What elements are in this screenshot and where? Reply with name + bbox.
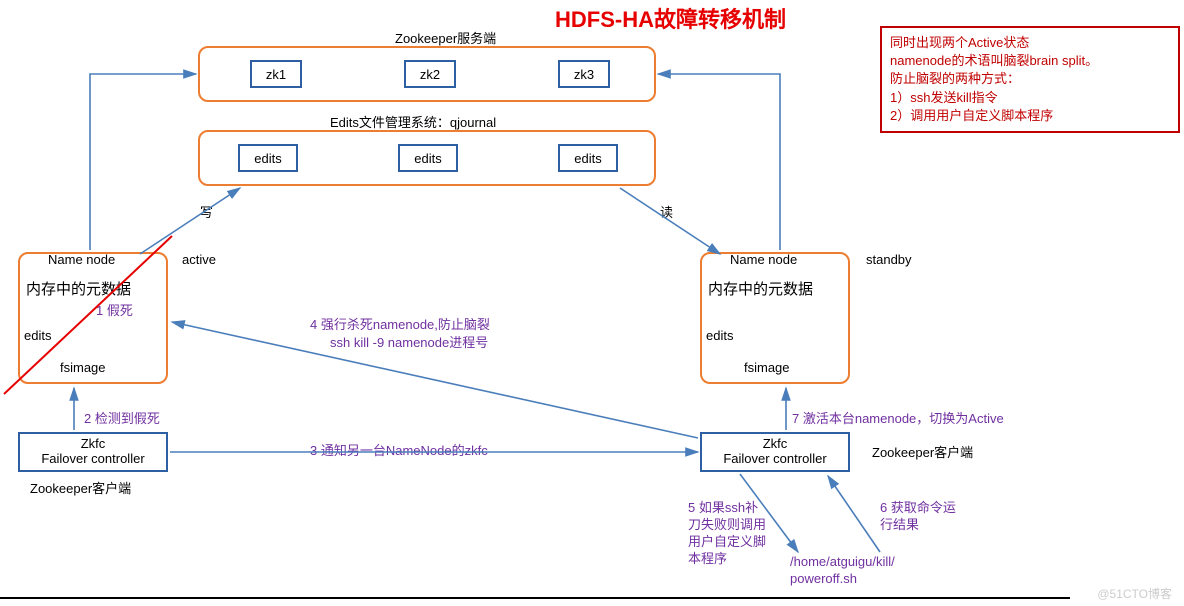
zkfc-line2: Failover controller [702,451,848,466]
step2-label: 2 检测到假死 [84,408,160,427]
edits-node: edits [398,144,458,172]
note-line: 同时出现两个Active状态 [890,34,1170,52]
script-path: /home/atguigu/kill/ poweroff.sh [790,554,895,588]
zkfc-line2: Failover controller [20,451,166,466]
step6-label: 6 获取命令运 行结果 [880,500,956,534]
step5-label: 5 如果ssh补 刀失败则调用 用户自定义脚 本程序 [688,500,766,568]
read-label: 读 [660,202,673,221]
edits-title: Edits文件管理系统：qjournal [330,112,496,131]
zk-client-right: Zookeeper客户端 [872,442,973,461]
note-line: 2）调用用户自定义脚本程序 [890,107,1170,125]
main-title: HDFS-HA故障转移机制 [555,2,786,34]
zkfc-line1: Zkfc [20,436,166,451]
write-label: 写 [200,202,213,221]
diagram-stage: { "title":"HDFS-HA故障转移机制", "zookeeper_ti… [0,0,1184,606]
nn-meta-left: 内存中的元数据 [26,278,131,299]
note-line: namenode的术语叫脑裂brain split。 [890,52,1170,70]
note-line: 1）ssh发送kill指令 [890,89,1170,107]
watermark: @51CTO博客 [1097,585,1172,602]
zkfc-left-box: Zkfc Failover controller [18,432,168,472]
active-label: active [182,252,216,267]
step1-label: 1 假死 [96,300,133,319]
nn-edits-right: edits [706,328,733,343]
zookeeper-title: Zookeeper服务端 [395,28,496,47]
zk-client-left: Zookeeper客户端 [30,478,131,497]
brain-split-note: 同时出现两个Active状态 namenode的术语叫脑裂brain split… [880,26,1180,133]
zk-node: zk1 [250,60,302,88]
zk-node: zk3 [558,60,610,88]
zkfc-right-box: Zkfc Failover controller [700,432,850,472]
nn-fsimage-right: fsimage [744,360,790,375]
step7-label: 7 激活本台namenode，切换为Active [792,408,1004,427]
namenode-label-right: Name node [730,252,797,267]
namenode-label-left: Name node [48,252,115,267]
nn-meta-right: 内存中的元数据 [708,278,813,299]
edits-node: edits [238,144,298,172]
edits-node: edits [558,144,618,172]
standby-label: standby [866,252,912,267]
nn-edits-left: edits [24,328,51,343]
step4a-label: 4 强行杀死namenode,防止脑裂 [310,314,490,333]
note-line: 防止脑裂的两种方式： [890,70,1170,88]
nn-fsimage-left: fsimage [60,360,106,375]
zkfc-line1: Zkfc [702,436,848,451]
step4b-label: ssh kill -9 namenode进程号 [330,332,488,351]
zk-node: zk2 [404,60,456,88]
step3-label: 3 通知另一台NameNode的zkfc [310,440,488,459]
